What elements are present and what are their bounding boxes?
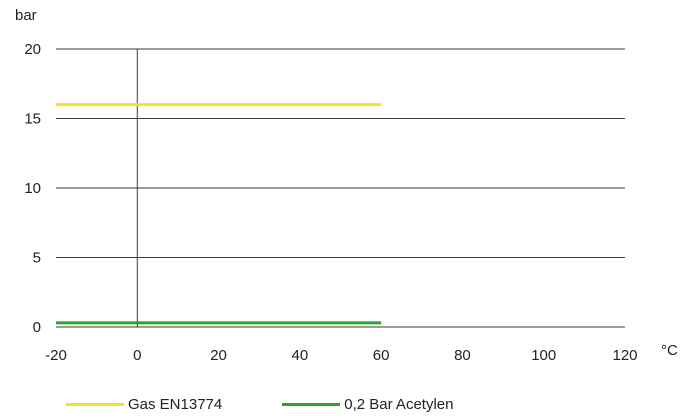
legend-item-acetylen: 0,2 Bar Acetylen: [282, 396, 453, 413]
legend-item-gas: Gas EN13774: [66, 396, 222, 413]
legend-swatch-gas: [66, 402, 124, 406]
y-tick-label: 20: [24, 41, 41, 58]
legend-label-gas: Gas EN13774: [128, 395, 223, 413]
x-tick-label: 60: [373, 347, 390, 364]
x-axis-label: °C: [661, 342, 678, 359]
y-tick-label: 10: [24, 180, 41, 197]
y-tick-label: 15: [24, 111, 41, 128]
x-tick-label: 120: [612, 347, 637, 364]
x-tick-label: 100: [531, 347, 556, 364]
x-tick-label: 20: [210, 347, 227, 364]
x-tick-label: 80: [454, 347, 471, 364]
x-tick-label: 0: [133, 347, 141, 364]
y-tick-label: 0: [33, 319, 41, 336]
y-tick-label: 5: [33, 250, 41, 267]
x-tick-label: 40: [292, 347, 309, 364]
x-tick-label: -20: [45, 347, 67, 364]
legend: Gas EN13774 0,2 Bar Acetylen: [66, 393, 513, 415]
y-axis-label: bar: [15, 7, 37, 24]
legend-label-acetylen: 0,2 Bar Acetylen: [344, 395, 454, 413]
legend-swatch-acetylen: [282, 402, 341, 406]
